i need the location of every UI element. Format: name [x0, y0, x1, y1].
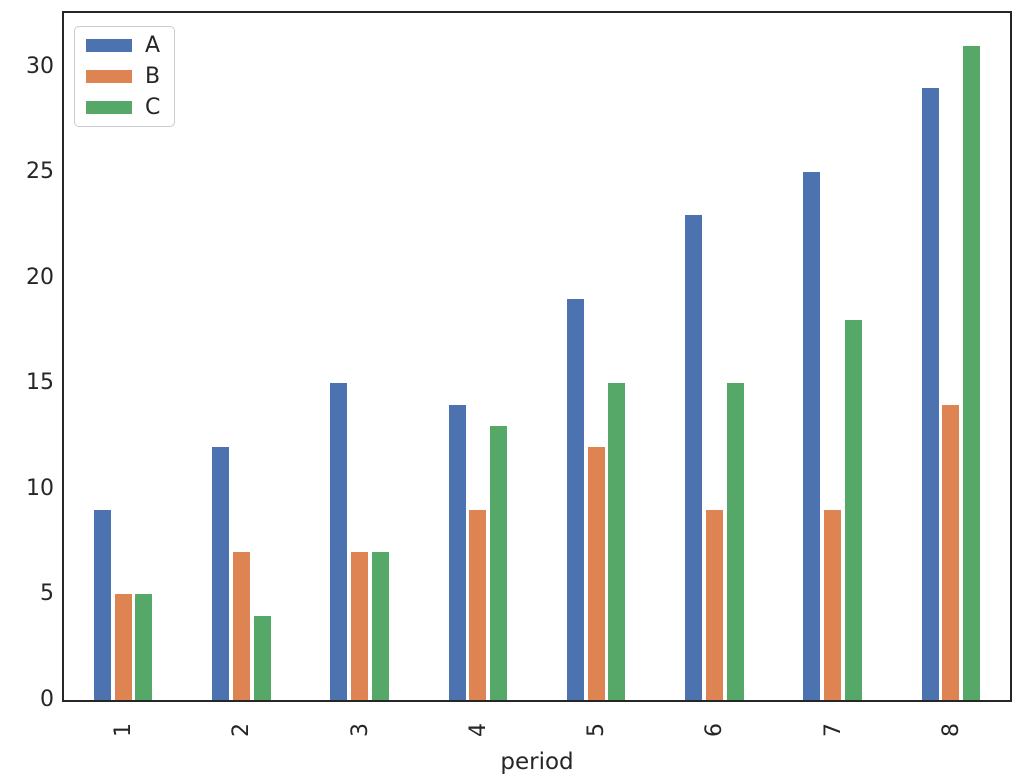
legend-swatch-c	[86, 101, 132, 114]
bar-c-4	[490, 425, 508, 700]
y-tick-label: 20	[26, 264, 54, 290]
legend-item: A	[75, 30, 174, 61]
plot-frame	[62, 11, 1012, 702]
legend-swatch-a	[86, 39, 132, 52]
bar-b-6	[705, 510, 723, 700]
plot-area	[64, 13, 1010, 700]
bar-a-1	[93, 510, 111, 700]
legend-label: B	[145, 63, 161, 89]
y-tick-label: 15	[26, 370, 54, 396]
legend-item: B	[75, 61, 174, 92]
x-tick-label: 2	[228, 723, 254, 737]
x-tick-label: 1	[110, 723, 136, 737]
bar-a-6	[685, 214, 703, 700]
x-tick-label: 4	[465, 723, 491, 737]
bar-b-4	[469, 510, 487, 700]
x-tick-label: 3	[347, 723, 373, 737]
bar-a-8	[921, 87, 939, 700]
x-tick-label: 5	[583, 723, 609, 737]
bar-b-1	[114, 594, 132, 700]
bar-b-7	[824, 510, 842, 700]
bar-b-3	[351, 552, 369, 700]
bar-c-6	[726, 383, 744, 700]
x-tick-label: 8	[938, 723, 964, 737]
bar-a-5	[566, 299, 584, 700]
x-axis-label: period	[500, 749, 574, 775]
bar-b-5	[587, 446, 605, 700]
y-tick-label: 10	[26, 475, 54, 501]
bar-c-8	[963, 45, 981, 700]
bar-c-1	[135, 594, 153, 700]
legend-item: C	[75, 92, 174, 123]
x-tick-label: 7	[820, 723, 846, 737]
bar-c-5	[608, 383, 626, 700]
legend-label: A	[145, 32, 161, 58]
bar-c-3	[371, 552, 389, 700]
bar-c-7	[844, 320, 862, 700]
x-tick-label: 6	[701, 723, 727, 737]
bar-a-4	[448, 404, 466, 700]
y-tick-label: 0	[40, 687, 54, 712]
bar-b-8	[942, 404, 960, 700]
legend-swatch-b	[86, 70, 132, 83]
bar-b-2	[232, 552, 250, 700]
y-tick-label: 25	[26, 159, 54, 185]
bar-c-2	[253, 615, 271, 700]
legend-label: C	[145, 94, 161, 120]
y-tick-label: 5	[40, 581, 54, 607]
y-tick-label: 30	[26, 53, 54, 79]
bar-a-7	[803, 172, 821, 700]
bar-a-3	[330, 383, 348, 700]
bar-a-2	[212, 446, 230, 700]
